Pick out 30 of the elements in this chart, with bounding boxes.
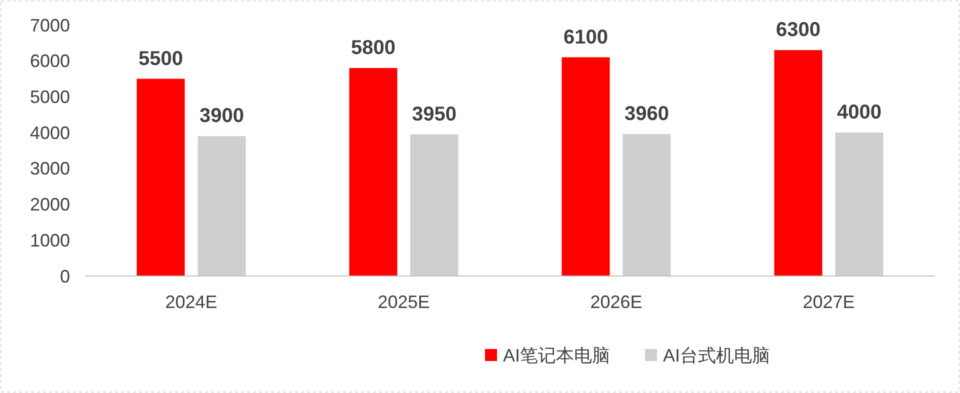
y-tick-label: 6000	[30, 51, 70, 72]
x-tick-label: 2025E	[378, 292, 430, 312]
data-label: 3950	[412, 103, 456, 126]
bar	[835, 132, 884, 276]
data-label: 6300	[776, 19, 820, 42]
data-label: 6100	[564, 26, 608, 48]
y-tick-label: 7000	[30, 15, 70, 36]
y-tick-label: 1000	[30, 230, 70, 250]
y-tick-label: 0	[60, 266, 70, 286]
bar	[622, 134, 671, 276]
y-tick-label: 2000	[30, 194, 70, 215]
bar	[410, 134, 458, 276]
legend-label: AI笔记本电脑	[503, 345, 610, 366]
bar	[198, 136, 246, 276]
data-label: 4000	[837, 102, 882, 124]
bar	[562, 57, 610, 276]
y-tick-label: 3000	[30, 158, 70, 179]
data-label: 5800	[351, 37, 396, 60]
bar	[774, 50, 822, 276]
x-tick-label: 2027E	[802, 292, 855, 312]
y-tick-label: 4000	[30, 122, 70, 143]
bar	[349, 68, 398, 276]
bar	[136, 78, 185, 276]
data-label: 5500	[138, 48, 183, 70]
x-tick-label: 2024E	[165, 292, 218, 312]
data-label: 3960	[624, 103, 669, 126]
x-tick-label: 2026E	[590, 292, 642, 312]
y-tick-label: 5000	[30, 87, 70, 108]
legend-label: AI台式机电脑	[663, 345, 770, 366]
data-label: 3900	[200, 105, 244, 128]
